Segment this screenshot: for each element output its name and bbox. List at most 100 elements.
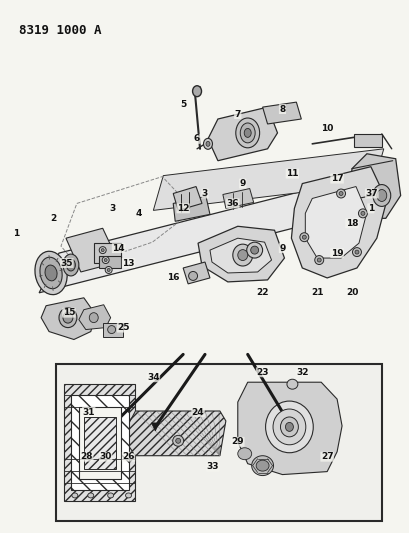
Polygon shape: [128, 411, 225, 456]
Ellipse shape: [357, 209, 366, 218]
Ellipse shape: [192, 86, 201, 96]
Text: 35: 35: [61, 259, 73, 268]
Ellipse shape: [352, 248, 361, 256]
Text: 6: 6: [193, 134, 200, 143]
Text: 34: 34: [147, 373, 159, 382]
Polygon shape: [287, 423, 294, 431]
Ellipse shape: [40, 257, 62, 289]
Text: 32: 32: [295, 368, 308, 377]
Bar: [83, 417, 115, 469]
Ellipse shape: [89, 313, 98, 322]
Ellipse shape: [59, 308, 76, 328]
Bar: [71, 395, 128, 490]
Ellipse shape: [108, 326, 115, 334]
Text: 28: 28: [80, 452, 93, 461]
Ellipse shape: [301, 235, 306, 239]
Bar: [94, 243, 120, 263]
Ellipse shape: [240, 123, 254, 143]
Polygon shape: [173, 187, 202, 211]
Bar: [99, 256, 120, 268]
Ellipse shape: [286, 379, 297, 389]
Text: 31: 31: [82, 408, 95, 416]
Bar: [102, 322, 122, 336]
Polygon shape: [39, 168, 390, 293]
Text: 20: 20: [345, 288, 357, 297]
Ellipse shape: [45, 265, 57, 281]
Polygon shape: [262, 102, 301, 124]
Text: 17: 17: [330, 174, 343, 183]
Bar: [353, 134, 381, 147]
Text: 22: 22: [256, 288, 268, 297]
Ellipse shape: [280, 417, 298, 437]
Ellipse shape: [232, 244, 252, 266]
Ellipse shape: [372, 184, 390, 206]
Polygon shape: [41, 298, 96, 340]
Ellipse shape: [354, 250, 358, 254]
Text: 8: 8: [279, 104, 285, 114]
Ellipse shape: [203, 139, 212, 149]
Ellipse shape: [105, 266, 112, 273]
Text: 30: 30: [99, 452, 112, 461]
Polygon shape: [153, 149, 383, 211]
Ellipse shape: [237, 448, 251, 459]
Ellipse shape: [88, 493, 94, 498]
Polygon shape: [106, 423, 115, 431]
Polygon shape: [237, 382, 341, 474]
Ellipse shape: [104, 259, 107, 262]
Text: 7: 7: [234, 110, 240, 118]
Text: 29: 29: [231, 437, 243, 446]
Text: 25: 25: [117, 323, 130, 332]
Ellipse shape: [72, 493, 78, 498]
Text: 21: 21: [310, 288, 323, 297]
Ellipse shape: [299, 233, 308, 241]
Ellipse shape: [272, 409, 305, 445]
Ellipse shape: [237, 249, 247, 261]
Text: 15: 15: [63, 308, 75, 317]
Ellipse shape: [125, 493, 131, 498]
Ellipse shape: [108, 493, 113, 498]
Text: 9: 9: [279, 244, 285, 253]
Bar: [56, 365, 381, 521]
Ellipse shape: [101, 248, 104, 252]
Text: 13: 13: [122, 259, 135, 268]
Bar: [64, 384, 135, 502]
Ellipse shape: [244, 128, 251, 138]
Ellipse shape: [63, 254, 79, 276]
Text: 10: 10: [320, 124, 333, 133]
Polygon shape: [222, 189, 253, 208]
Ellipse shape: [250, 246, 258, 254]
Ellipse shape: [102, 256, 109, 263]
Ellipse shape: [251, 456, 273, 475]
Text: 14: 14: [112, 244, 125, 253]
Text: 16: 16: [166, 273, 179, 282]
Ellipse shape: [188, 271, 197, 280]
Text: 11: 11: [285, 169, 298, 178]
Ellipse shape: [336, 189, 345, 198]
Text: 33: 33: [206, 462, 219, 471]
Polygon shape: [291, 167, 386, 278]
Text: 5: 5: [180, 100, 186, 109]
Polygon shape: [198, 227, 284, 282]
Ellipse shape: [235, 118, 259, 148]
Polygon shape: [183, 262, 209, 284]
Ellipse shape: [314, 256, 323, 264]
Ellipse shape: [35, 251, 67, 295]
Text: 8319 1000 A: 8319 1000 A: [19, 23, 101, 37]
Text: 37: 37: [365, 189, 377, 198]
Ellipse shape: [338, 191, 342, 196]
Polygon shape: [209, 238, 271, 273]
Polygon shape: [79, 305, 110, 329]
Ellipse shape: [317, 258, 320, 262]
Ellipse shape: [172, 435, 183, 446]
Text: 27: 27: [320, 452, 333, 461]
Polygon shape: [207, 107, 277, 161]
Text: 2: 2: [50, 214, 56, 223]
Text: 3: 3: [201, 189, 208, 198]
Ellipse shape: [376, 190, 386, 201]
Text: 3: 3: [109, 204, 115, 213]
Text: 12: 12: [176, 204, 189, 213]
Polygon shape: [305, 187, 366, 258]
Polygon shape: [66, 228, 118, 272]
Text: 18: 18: [345, 219, 357, 228]
Text: 1: 1: [367, 204, 373, 213]
